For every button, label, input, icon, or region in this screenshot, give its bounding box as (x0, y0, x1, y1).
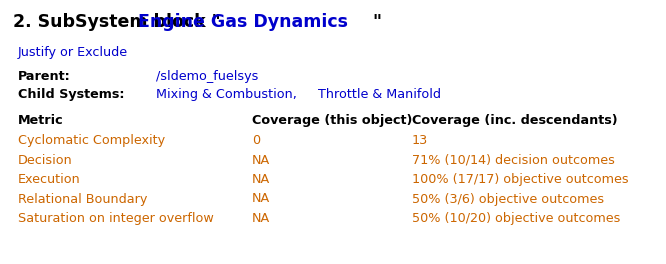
Text: Child Systems:: Child Systems: (18, 88, 125, 101)
Text: 0: 0 (252, 134, 260, 147)
Text: Relational Boundary: Relational Boundary (18, 192, 147, 205)
Text: Parent:: Parent: (18, 70, 71, 83)
Text: Metric: Metric (18, 114, 64, 127)
Text: 71% (10/14) decision outcomes: 71% (10/14) decision outcomes (412, 153, 615, 167)
Text: Mixing & Combustion,: Mixing & Combustion, (156, 88, 297, 101)
Text: 13: 13 (412, 134, 428, 147)
Text: 100% (17/17) objective outcomes: 100% (17/17) objective outcomes (412, 173, 629, 186)
Text: Decision: Decision (18, 153, 73, 167)
Text: Throttle & Manifold: Throttle & Manifold (318, 88, 441, 101)
Text: NA: NA (252, 173, 270, 186)
Text: Coverage (inc. descendants): Coverage (inc. descendants) (412, 114, 617, 127)
Text: NA: NA (252, 153, 270, 167)
Text: 50% (10/20) objective outcomes: 50% (10/20) objective outcomes (412, 212, 620, 225)
Text: NA: NA (252, 212, 270, 225)
Text: NA: NA (252, 192, 270, 205)
Text: Cyclomatic Complexity: Cyclomatic Complexity (18, 134, 165, 147)
Text: 50% (3/6) objective outcomes: 50% (3/6) objective outcomes (412, 192, 604, 205)
Text: Justify or Exclude: Justify or Exclude (18, 46, 128, 59)
Text: Engine Gas Dynamics: Engine Gas Dynamics (139, 13, 348, 31)
Text: 2. SubSystem block ": 2. SubSystem block " (13, 13, 220, 31)
Text: Saturation on integer overflow: Saturation on integer overflow (18, 212, 214, 225)
Text: Execution: Execution (18, 173, 81, 186)
Text: /sldemo_fuelsys: /sldemo_fuelsys (156, 70, 258, 83)
Text: Coverage (this object): Coverage (this object) (252, 114, 412, 127)
Text: ": " (372, 13, 381, 31)
